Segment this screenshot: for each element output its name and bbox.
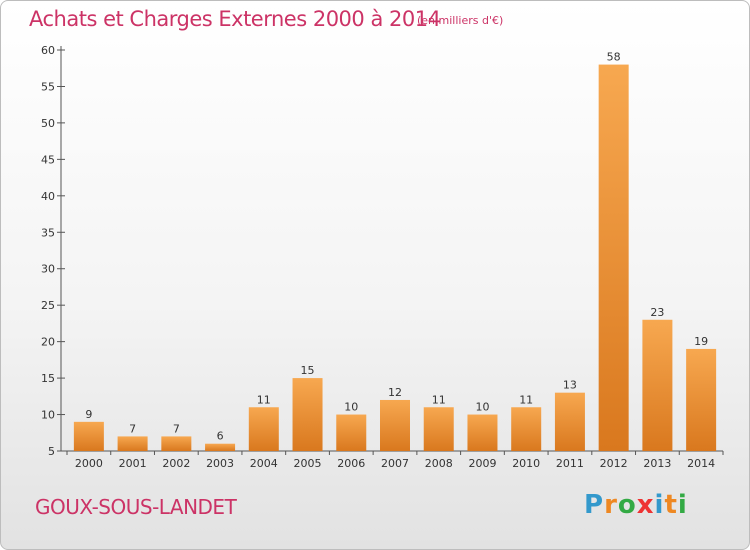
x-tick-label: 2007 (381, 457, 409, 470)
y-tick-label: 50 (41, 117, 55, 130)
y-tick-label: 30 (41, 263, 55, 276)
y-tick-label: 15 (41, 372, 55, 385)
bar-series (73, 64, 717, 451)
y-tick-label: 20 (41, 336, 55, 349)
bar (642, 319, 673, 451)
data-label: 12 (388, 386, 402, 399)
data-label: 11 (257, 393, 271, 406)
bar (511, 407, 542, 451)
y-tick-label: 35 (41, 226, 55, 239)
x-tick-label: 2006 (337, 457, 365, 470)
bar (73, 421, 104, 451)
logo-letter: x (636, 490, 655, 520)
x-tick-label: 2003 (206, 457, 234, 470)
y-tick-label: 60 (41, 44, 55, 57)
data-label: 10 (475, 401, 489, 414)
x-tick-label: 2002 (162, 457, 190, 470)
x-tick-label: 2005 (294, 457, 322, 470)
bar (686, 348, 717, 451)
x-tick-label: 2001 (119, 457, 147, 470)
bar (467, 414, 498, 451)
x-tick-label: 2008 (425, 457, 453, 470)
x-tick-label: 2000 (75, 457, 103, 470)
x-tick-label: 2013 (643, 457, 671, 470)
bar (423, 407, 454, 451)
data-label: 11 (432, 393, 446, 406)
bar (554, 392, 585, 451)
data-label: 6 (217, 430, 224, 443)
x-tick-label: 2009 (468, 457, 496, 470)
bar (117, 436, 148, 451)
x-tick-label: 2004 (250, 457, 278, 470)
bar (336, 414, 367, 451)
bar (292, 378, 323, 451)
commune-name: GOUX-SOUS-LANDET (35, 495, 237, 519)
bar (380, 399, 410, 451)
value-labels: 9 7 7 6 11 15 10 12 11 10 11 13 58 23 19 (85, 51, 708, 443)
logo-letter: i (654, 490, 665, 520)
logo-letter: t (664, 490, 678, 520)
y-tick-label: 55 (41, 80, 55, 93)
x-tick-label: 2010 (512, 457, 540, 470)
data-label: 10 (344, 401, 358, 414)
bar (598, 64, 629, 451)
bar (161, 436, 192, 451)
x-tick-label: 2012 (600, 457, 628, 470)
logo-letter: P (584, 490, 605, 520)
logo-letter: i (677, 490, 688, 520)
chart-subtitle: (en milliers d'€) (417, 14, 504, 27)
logo-letter: r (604, 490, 618, 520)
y-tick-label: 5 (48, 445, 55, 458)
bar (248, 407, 279, 451)
data-label: 7 (129, 422, 136, 435)
data-label: 7 (173, 422, 180, 435)
logo-letter: o (617, 490, 637, 520)
data-label: 13 (563, 379, 577, 392)
proxiti-logo: Proxiti (584, 490, 688, 520)
bar (205, 443, 236, 451)
chart-title: Achats et Charges Externes 2000 à 2014 (29, 7, 441, 31)
x-tick-label: 2011 (556, 457, 584, 470)
y-tick-label: 40 (41, 190, 55, 203)
data-label: 15 (301, 364, 315, 377)
y-tick-label: 45 (41, 153, 55, 166)
data-label: 19 (694, 335, 708, 348)
x-tick-label: 2014 (687, 457, 715, 470)
chart-axes: 5 10 15 20 25 30 35 40 45 50 55 60 2000 2001 2002 2003 2… (41, 44, 724, 470)
data-label: 58 (607, 51, 621, 64)
data-label: 11 (519, 393, 533, 406)
data-label: 9 (85, 408, 92, 421)
y-tick-label: 10 (41, 409, 55, 422)
y-tick-label: 25 (41, 299, 55, 312)
data-label: 23 (650, 306, 664, 319)
